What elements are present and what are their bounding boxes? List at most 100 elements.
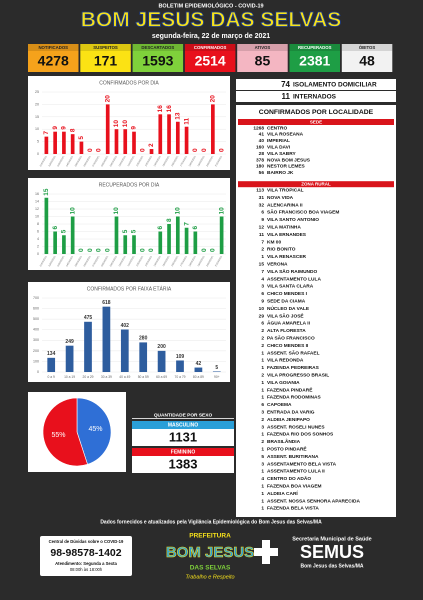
bar [167, 114, 171, 154]
y-tick-label: 14 [35, 199, 39, 203]
x-tick-label: 17/03/2021 [179, 255, 188, 267]
x-tick-label: 01/03/2021 [39, 155, 48, 167]
bar [70, 134, 75, 154]
locality-name: CHICO MENDES I [267, 291, 308, 297]
data-label: 10 [175, 207, 182, 215]
data-label: 618 [102, 300, 111, 306]
x-tick-label: 08/03/2021 [101, 155, 110, 167]
stat-label: RECUPERADOS [298, 45, 332, 50]
chart-panel [28, 282, 230, 382]
contact-hours: Atendimento: Segunda a Sexta [55, 561, 117, 566]
x-tick-label: 09/03/2021 [109, 155, 118, 167]
contact-title: Central de Dúvidas sobre o COVID-19 [49, 539, 124, 544]
x-tick-label: 17/03/2021 [179, 155, 188, 167]
data-label: 402 [121, 323, 130, 329]
semus-cross [254, 540, 278, 564]
locality-count: 29 [259, 313, 265, 319]
stat-box [237, 44, 288, 72]
y-tick-label: 20 [35, 102, 39, 106]
bar [175, 121, 180, 154]
locality-name: KM 00 [267, 239, 281, 245]
y-tick-label: 10 [35, 214, 39, 218]
locality-name: ASSENT. ROSELI NUNES [267, 424, 325, 430]
x-tick-label: 0 a 9 [48, 375, 55, 379]
stat-label: ÓBITOS [359, 45, 376, 50]
group-name: SEDE [310, 119, 322, 124]
data-label: 10 [113, 207, 120, 215]
data-label: 9 [52, 126, 59, 130]
stat-label: DESCARTADOS [141, 45, 174, 50]
locality-count: 1 [261, 365, 264, 371]
x-tick-label: 13/03/2021 [144, 255, 153, 267]
data-label: 10 [218, 207, 225, 215]
group-header [238, 119, 394, 125]
data-label: 7 [183, 222, 190, 226]
stat-label-strip [237, 44, 288, 51]
locality-count: 6 [261, 291, 264, 297]
contact-time: 08:00h às 18:00h [70, 567, 103, 572]
locality-count: 41 [259, 132, 265, 138]
y-tick-label: 4 [37, 237, 39, 241]
pie-label: 55% [52, 432, 66, 439]
locality-name: VILA SANTO ANTONIO [267, 217, 319, 223]
locality-count: 15 [259, 261, 265, 267]
bar [47, 357, 56, 372]
locality-name: ASSENT. SÃO RAFAEL [267, 349, 320, 356]
locality-name: ASSENTAMENTO BELA VISTA [267, 461, 337, 467]
x-tick-label: 04/03/2021 [66, 255, 75, 267]
logo-top: PREFEITURA [189, 533, 231, 540]
locality-count: 40 [259, 138, 265, 144]
x-tick-label: 03/03/2021 [57, 255, 66, 267]
locality-count: 1 [261, 254, 264, 260]
locality-name: ASSENTAMENTO LULA II [267, 469, 325, 475]
x-tick-label: 10/03/2021 [118, 255, 127, 267]
x-tick-label: 21/03/2021 [214, 255, 223, 267]
data-label: 10 [69, 207, 76, 215]
data-label: 20 [104, 95, 111, 103]
pie-label: 45% [88, 426, 102, 433]
locality-count: 2 [261, 372, 264, 378]
locality-name: BRASILÂNDIA [267, 438, 301, 445]
status-value: 11 [282, 92, 291, 101]
sex-value: 1131 [169, 429, 197, 444]
y-tick-label: 0 [37, 152, 39, 156]
locality-count: 2 [261, 335, 264, 341]
stat-label-strip [132, 44, 184, 51]
x-tick-label: 30 a 39 [101, 375, 112, 379]
bar [70, 216, 75, 254]
locality-name: ALDEIA JENIPAPO [267, 417, 310, 423]
data-label: 5 [61, 229, 68, 233]
locality-count: 9 [261, 217, 264, 223]
locality-name: VILA ROSEANA [267, 132, 304, 138]
stat-value: 48 [359, 53, 375, 69]
bar [132, 235, 136, 254]
locality-name: CHICO MENDES II [267, 343, 309, 349]
logo-name: BOM JESUS [166, 544, 254, 561]
x-tick-label: 10/03/2021 [118, 155, 127, 167]
locality-count: 7 [261, 269, 264, 275]
data-label: 16 [166, 105, 173, 113]
locality-count: 28 [259, 151, 265, 157]
data-label: 8 [69, 128, 76, 132]
data-label: 10 [122, 120, 129, 128]
status-box [236, 91, 396, 102]
locality-count: 6 [261, 210, 264, 216]
locality-name: VILA SÃO RAIMUNDO [267, 268, 317, 275]
locality-count: 56 [259, 170, 265, 176]
sex-underline [132, 418, 234, 419]
x-tick-label: 10 a 19 [64, 375, 75, 379]
stat-box [80, 44, 131, 72]
locality-count: 2 [261, 439, 264, 445]
locality-count: 5 [261, 454, 264, 460]
locality-count: 9 [261, 298, 264, 304]
locality-name: NOVA VIDA [267, 195, 294, 201]
x-tick-label: 02/03/2021 [48, 255, 57, 267]
locality-name: VERONA [267, 261, 288, 267]
y-tick-label: 25 [35, 90, 39, 94]
locality-name: VILA TROPICAL [267, 187, 304, 193]
locality-name: ALTA FLORESTA [267, 328, 306, 334]
stat-value: 2381 [299, 53, 330, 69]
data-label: 475 [84, 315, 93, 321]
data-label: 249 [65, 339, 74, 345]
y-tick-label: 600 [33, 307, 39, 311]
